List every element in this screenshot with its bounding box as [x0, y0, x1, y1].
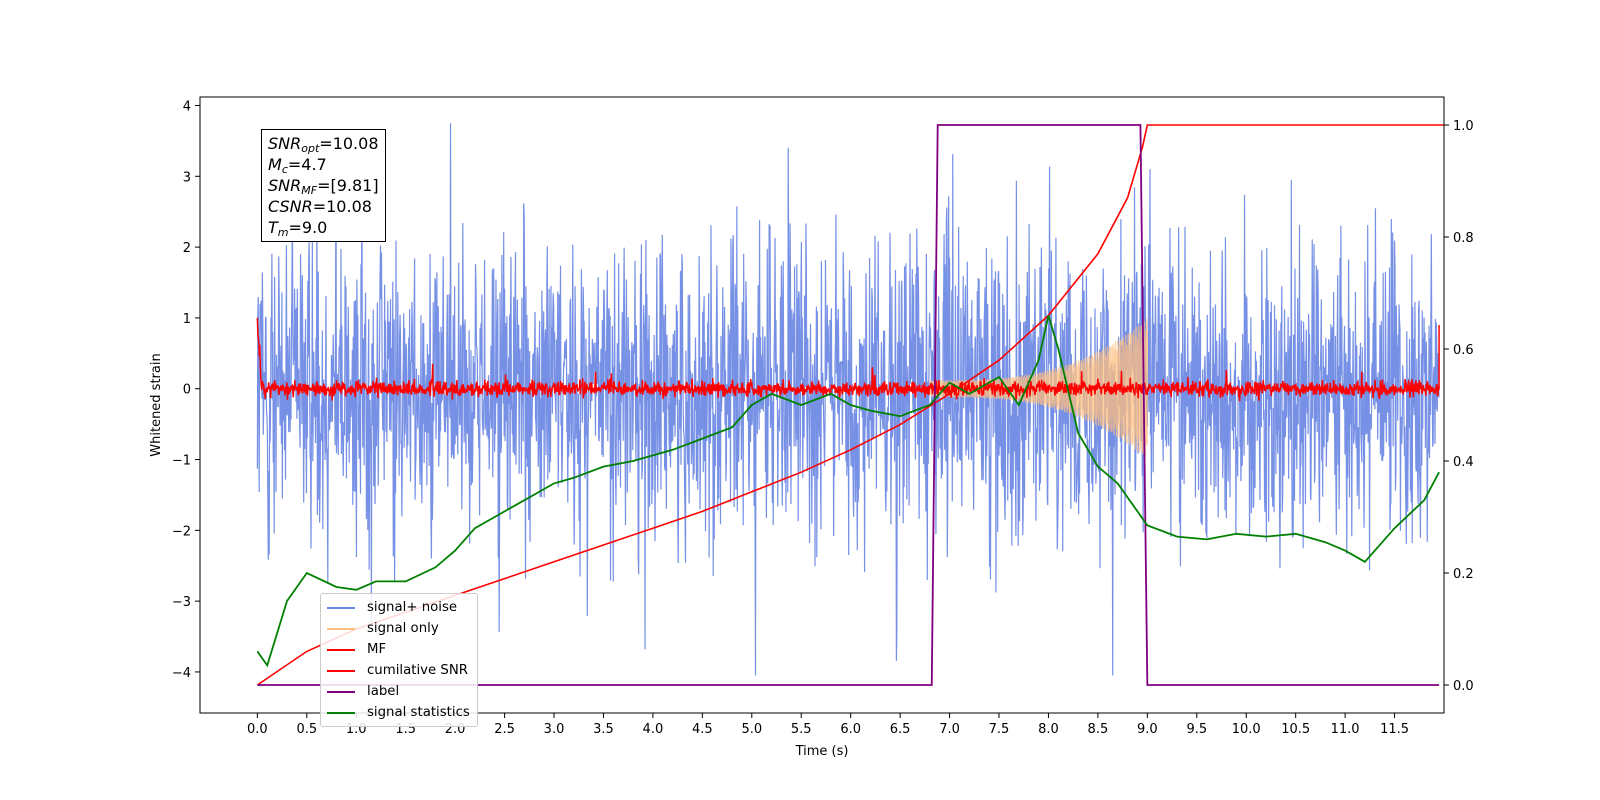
csnr-line: CSNR=10.08 [268, 197, 372, 216]
legend-item: cumilative SNR [327, 660, 470, 681]
x-tick-label: 9.0 [1137, 722, 1158, 737]
legend-label: label [367, 684, 400, 699]
legend-label: MF [367, 642, 387, 657]
legend-label: signal+ noise [367, 600, 458, 615]
y2-tick-label: 0.2 [1453, 567, 1474, 582]
x-tick-label: 4.0 [643, 722, 664, 737]
x-tick-label: 0.5 [296, 722, 317, 737]
axes: 0.0 0.5 1.0 1.5 2.0 2.5 3.0 3.5 4.0 4.5 5.0 5.5 6.0 6… [172, 99, 1474, 737]
snr-mf-value: [9.81] [330, 176, 379, 195]
y2-tick-label: 0.6 [1453, 343, 1474, 358]
snr-mf-line: SNRMF=[9.81] [268, 176, 379, 197]
y2-tick-label: 1.0 [1453, 119, 1474, 134]
y-tick-label: 0 [183, 383, 191, 398]
legend-label: cumilative SNR [367, 663, 469, 678]
tm-value: 9.0 [301, 218, 328, 237]
tm-line: Tm=9.0 [268, 218, 328, 239]
x-tick-label: 0.0 [247, 722, 268, 737]
y2-tick-label: 0.4 [1453, 455, 1474, 470]
x-tick-label: 7.5 [989, 722, 1010, 737]
x-tick-label: 10.5 [1281, 722, 1310, 737]
legend-swatch [327, 690, 355, 693]
y-axis-label: Whitened strain [149, 353, 164, 456]
x-tick-label: 6.0 [840, 722, 861, 737]
x-tick-label: 9.5 [1186, 722, 1207, 737]
y-tick-label: 3 [183, 170, 191, 185]
csnr-value: 10.08 [326, 197, 372, 216]
x-axis-label: Time (s) [795, 744, 849, 759]
x-tick-label: 5.5 [791, 722, 812, 737]
legend-swatch [327, 648, 355, 651]
legend-item: MF [327, 639, 470, 660]
legend-swatch [327, 669, 355, 672]
mc-value: 4.7 [301, 155, 327, 174]
x-tick-label: 2.5 [494, 722, 515, 737]
x-tick-label: 5.0 [741, 722, 762, 737]
axes-frame [199, 96, 1445, 714]
legend-label: signal only [367, 621, 439, 636]
legend-swatch [327, 711, 355, 714]
series-signal-noise [256, 123, 1440, 676]
legend-label: signal statistics [367, 705, 470, 720]
y-tick-label: 2 [183, 241, 191, 256]
y-tick-label: −1 [172, 454, 191, 469]
snr-opt-value: 10.08 [332, 134, 379, 153]
snr-opt-line: SNRopt=10.08 [268, 134, 379, 155]
legend: signal+ noise signal only MF cumilative … [320, 593, 478, 727]
stats-annotation: SNRopt=10.08 Mc=4.7 SNRMF=[9.81] CSNR=10… [261, 129, 386, 242]
x-tick-label: 11.0 [1331, 722, 1360, 737]
legend-swatch [327, 606, 355, 609]
x-tick-label: 7.0 [939, 722, 960, 737]
x-tick-label: 10.0 [1232, 722, 1261, 737]
x-tick-label: 3.0 [544, 722, 565, 737]
mc-line: Mc=4.7 [268, 155, 327, 176]
legend-item: label [327, 681, 470, 702]
legend-item: signal only [327, 618, 470, 639]
x-tick-label: 8.5 [1088, 722, 1109, 737]
series-label [257, 124, 1440, 686]
x-tick-label: 4.5 [692, 722, 713, 737]
x-tick-label: 3.5 [593, 722, 614, 737]
y-tick-label: 4 [183, 99, 191, 114]
y-tick-label: −3 [172, 595, 191, 610]
x-tick-label: 8.0 [1038, 722, 1059, 737]
series-mf [256, 317, 1440, 402]
y-tick-label: 1 [183, 312, 191, 327]
y-tick-label: −2 [172, 524, 191, 539]
legend-item: signal+ noise [327, 597, 470, 618]
series-signal-statistics [256, 315, 1440, 668]
y-tick-label: −4 [172, 666, 191, 681]
legend-item: signal statistics [327, 702, 470, 723]
legend-swatch [327, 627, 355, 630]
y2-tick-label: 0.8 [1453, 231, 1474, 246]
x-tick-label: 6.5 [890, 722, 911, 737]
x-tick-label: 11.5 [1380, 722, 1409, 737]
y2-tick-label: 0.0 [1453, 679, 1474, 694]
